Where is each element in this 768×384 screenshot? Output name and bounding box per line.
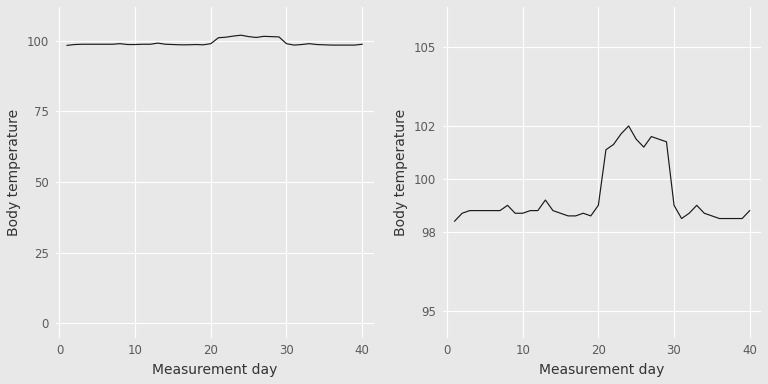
X-axis label: Measurement day: Measurement day <box>152 363 277 377</box>
Y-axis label: Body temperature: Body temperature <box>7 109 21 236</box>
Y-axis label: Body temperature: Body temperature <box>394 109 409 236</box>
X-axis label: Measurement day: Measurement day <box>539 363 665 377</box>
